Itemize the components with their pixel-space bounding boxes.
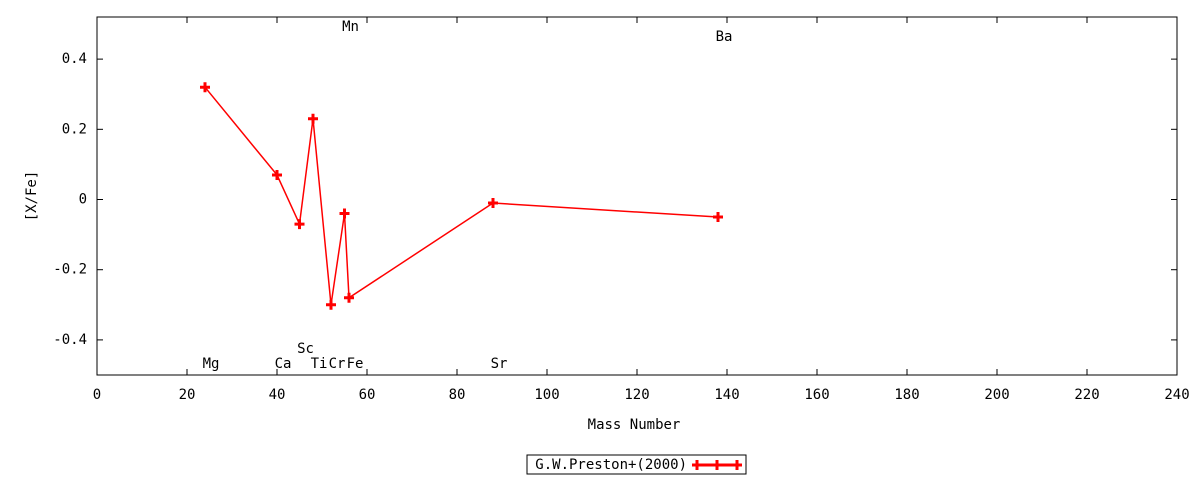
y-tick-label: -0.4: [53, 332, 87, 348]
x-tick-label: 200: [984, 387, 1009, 403]
point-label: Cr: [329, 356, 346, 372]
point-label: Sr: [491, 356, 508, 372]
x-tick-label: 80: [449, 387, 466, 403]
series-line: [204, 86, 719, 305]
point-marker: [344, 292, 354, 303]
y-axis-label: [X/Fe]: [24, 171, 40, 222]
x-tick-label: 120: [624, 387, 649, 403]
point-label: Ca: [275, 356, 292, 372]
x-tick-label: 240: [1164, 387, 1189, 403]
plot-frame: [96, 16, 1178, 376]
x-tick-label: 0: [93, 387, 101, 403]
point-marker: [200, 82, 210, 93]
y-tick-label: 0.4: [62, 51, 87, 67]
point-label: Ba: [716, 29, 733, 45]
point-label: Mn: [342, 19, 359, 35]
legend-marker: [692, 460, 742, 470]
y-tick-label: 0.2: [62, 121, 87, 137]
point-marker: [339, 208, 350, 219]
x-axis-label: Mass Number: [588, 417, 681, 433]
point-marker: [308, 113, 318, 124]
y-tick-label: 0: [79, 192, 87, 208]
x-tick-label: 140: [714, 387, 739, 403]
legend-label: G.W.Preston+(2000): [535, 457, 687, 473]
point-marker: [272, 169, 282, 180]
x-tick-label: 160: [804, 387, 829, 403]
legend-box: [526, 454, 747, 475]
x-tick-label: 20: [179, 387, 196, 403]
point-marker: [488, 198, 498, 209]
x-tick-label: 60: [359, 387, 376, 403]
point-marker: [713, 212, 723, 223]
x-tick-label: 40: [269, 387, 286, 403]
point-label: Ti: [311, 356, 328, 372]
y-tick-label: -0.2: [53, 262, 87, 278]
point-marker: [294, 219, 305, 230]
point-label: Mg: [203, 356, 220, 372]
point-marker: [326, 299, 336, 310]
x-tick-label: 180: [894, 387, 919, 403]
x-tick-label: 100: [534, 387, 559, 403]
point-label: Sc: [297, 341, 314, 357]
x-tick-label: 220: [1074, 387, 1099, 403]
point-label: Fe: [347, 356, 364, 372]
